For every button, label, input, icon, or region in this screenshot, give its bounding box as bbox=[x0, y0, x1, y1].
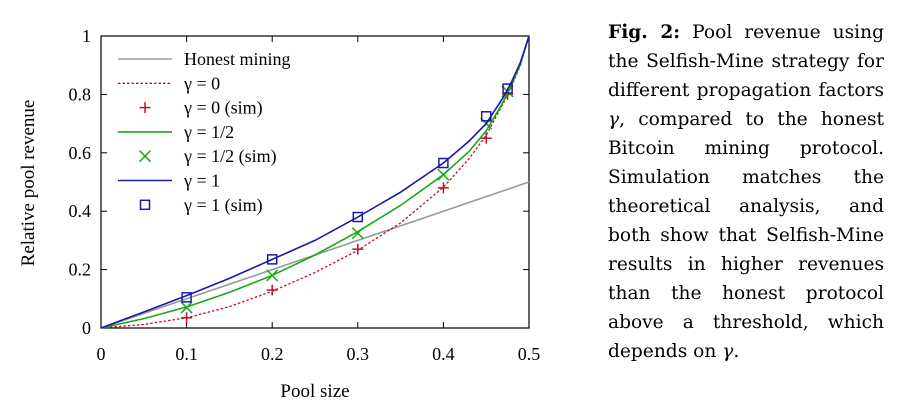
data-point-1-sim bbox=[352, 211, 364, 223]
caption-gamma-1: γ bbox=[608, 109, 620, 130]
data-point-1-2-sim bbox=[351, 227, 364, 240]
data-point-0-sim bbox=[352, 243, 364, 255]
data-point-1-sim bbox=[438, 157, 449, 169]
data-point-1-sim bbox=[502, 83, 513, 94]
legend-swatch bbox=[139, 199, 151, 211]
legend-label: Honest mining bbox=[184, 49, 291, 69]
figure-caption: Fig. 2: Pool revenue using the Selfish-M… bbox=[608, 18, 884, 366]
data-point-1-sim bbox=[480, 111, 492, 122]
x-tick-label: 0 bbox=[97, 344, 106, 364]
x-tick-label: 0.3 bbox=[347, 344, 370, 364]
data-point-0-sim bbox=[480, 132, 492, 144]
legend-label: γ = 1/2 (sim) bbox=[183, 146, 277, 167]
y-tick-label: 0.8 bbox=[69, 84, 92, 104]
y-tick-label: 0.6 bbox=[69, 143, 92, 163]
legend-swatch bbox=[139, 102, 151, 114]
caption-text-2: , compared to the honest Bitcoin mining … bbox=[608, 109, 884, 362]
pool-revenue-chart: 0 0.1 0.2 0.3 0.4 0.5 0 0.2 0.4 0.6 0.8 1 Honest mi… bbox=[18, 26, 541, 402]
caption-text-1: Pool revenue using the Selfish-Mine stra… bbox=[608, 22, 885, 101]
y-tick-label: 0 bbox=[82, 318, 91, 338]
series-line-1-2 bbox=[100, 35, 530, 329]
series-line-0 bbox=[100, 35, 530, 329]
legend-label: γ = 1 bbox=[183, 171, 220, 191]
legend: Honest mining γ = 0 γ = 0 (sim) γ = 1/2 γ = … bbox=[118, 49, 291, 216]
series-line-1 bbox=[100, 35, 530, 329]
data-point-1-sim bbox=[181, 292, 192, 303]
data-point-1-2-sim bbox=[437, 168, 450, 181]
series-layer bbox=[100, 35, 530, 329]
legend-label: γ = 0 bbox=[183, 73, 220, 93]
y-tick-label: 0.4 bbox=[69, 201, 92, 221]
plot-frame bbox=[100, 35, 530, 329]
legend-label: γ = 1/2 bbox=[183, 122, 234, 142]
data-point-1-2-sim bbox=[266, 269, 279, 282]
data-point-0-sim bbox=[437, 182, 449, 194]
caption-text-3: . bbox=[733, 341, 740, 362]
data-point-1-sim bbox=[266, 254, 278, 265]
x-tick-label: 0.5 bbox=[518, 344, 541, 364]
y-tick-label: 0.2 bbox=[69, 260, 92, 280]
data-point-0-sim bbox=[181, 312, 193, 324]
y-axis-label: Relative pool revenue bbox=[18, 100, 39, 267]
legend-label: γ = 0 (sim) bbox=[183, 98, 263, 119]
data-point-1-2-sim bbox=[180, 301, 193, 314]
axes: 0 0.1 0.2 0.3 0.4 0.5 0 0.2 0.4 0.6 0.8 1 bbox=[69, 26, 541, 364]
x-tick-label: 0.1 bbox=[175, 344, 198, 364]
legend-swatch bbox=[138, 150, 152, 163]
data-point-0-sim bbox=[266, 284, 278, 296]
x-axis-label: Pool size bbox=[280, 381, 349, 402]
legend-label: γ = 1 (sim) bbox=[183, 195, 263, 216]
caption-gamma-2: γ bbox=[722, 341, 734, 362]
caption-label: Fig. 2: bbox=[608, 22, 681, 43]
x-tick-label: 0.4 bbox=[432, 344, 455, 364]
plot-area bbox=[100, 35, 530, 329]
x-tick-label: 0.2 bbox=[261, 344, 284, 364]
y-tick-label: 1 bbox=[82, 26, 91, 46]
